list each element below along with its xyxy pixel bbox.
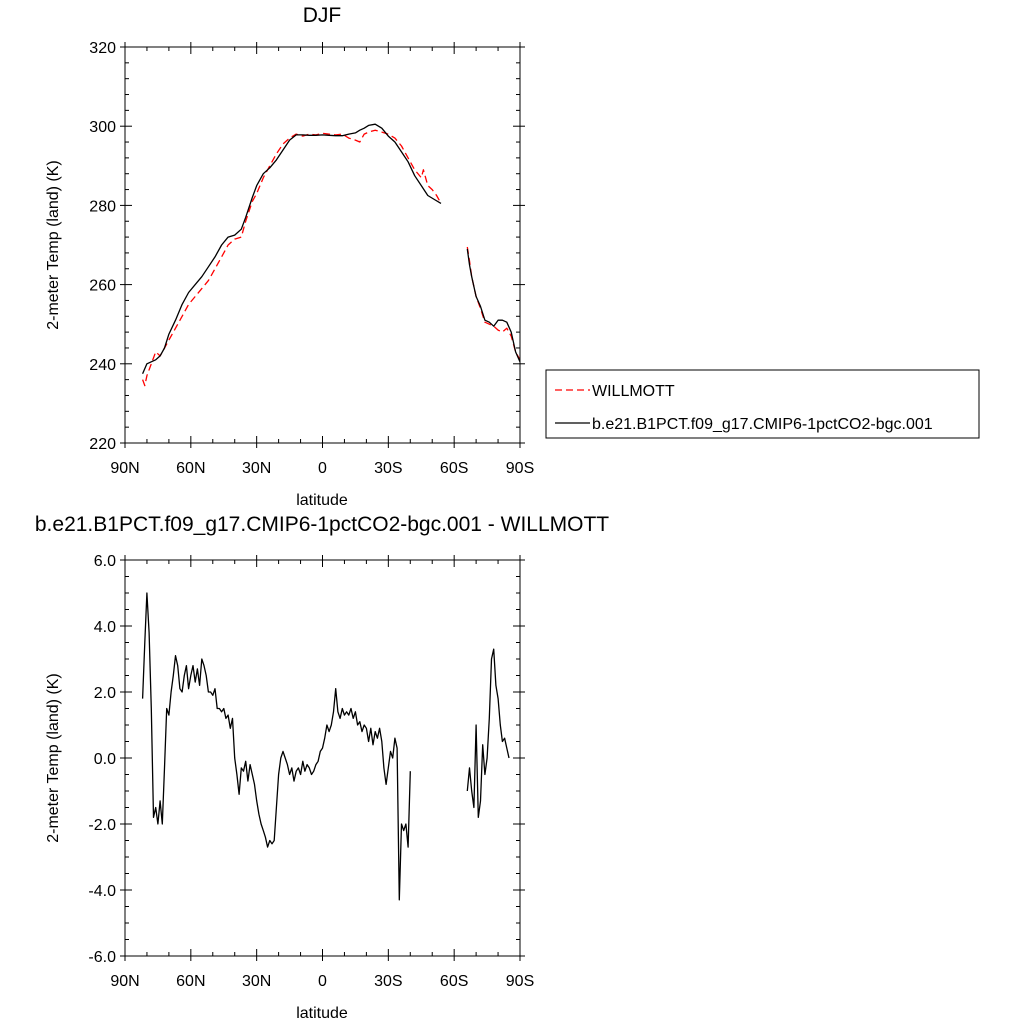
- bottom-chart-lines: [141, 592, 510, 901]
- legend-label-willmott: WILLMOTT: [592, 383, 675, 400]
- top-x-tick-label: 30S: [374, 460, 402, 477]
- bottom-chart-title: b.e21.B1PCT.f09_g17.CMIP6-1pctCO2-bgc.00…: [35, 513, 609, 536]
- bottom-y-tick-label: 2.0: [94, 685, 116, 702]
- top-chart-title: DJF: [303, 4, 342, 27]
- bottom-x-tick-label: 90N: [110, 973, 139, 990]
- bottom-x-tick-label: 60N: [176, 973, 205, 990]
- bottom-y-tick-label: -2.0: [88, 817, 116, 834]
- top-y-tick-label: 280: [89, 198, 116, 215]
- bottom-x-axis-label: latitude: [296, 1005, 348, 1022]
- top-y-tick-label: 240: [89, 357, 116, 374]
- top-x-tick-label: 0: [318, 460, 327, 477]
- top-series-0-segment-0: [141, 129, 442, 387]
- legend-box: [545, 369, 980, 439]
- bottom-x-ticks: 90N 60N 30N 0 30S 60S 90S: [110, 555, 534, 990]
- bottom-y-ticks: -6.0 -4.0 -2.0 0.0 2.0 4.0 6.0: [88, 553, 525, 966]
- top-series-1-segment-1: [466, 248, 521, 363]
- bottom-x-tick-label: 90S: [506, 973, 534, 990]
- bottom-y-tick-label: -4.0: [88, 883, 116, 900]
- top-x-tick-label: 60N: [176, 460, 205, 477]
- bottom-series-0-segment-0: [141, 592, 411, 901]
- legend: WILLMOTT b.e21.B1PCT.f09_g17.CMIP6-1pctC…: [545, 369, 980, 439]
- bottom-y-tick-label: 0.0: [94, 751, 116, 768]
- top-chart-lines: [141, 123, 521, 387]
- bottom-series-0-segment-1: [466, 648, 510, 819]
- top-y-tick-label: 300: [89, 119, 116, 136]
- bottom-x-tick-label: 0: [318, 973, 327, 990]
- bottom-y-tick-label: 6.0: [94, 553, 116, 570]
- legend-label-model: b.e21.B1PCT.f09_g17.CMIP6-1pctCO2-bgc.00…: [592, 416, 933, 433]
- top-plot-frame: [124, 46, 521, 444]
- top-y-tick-label: 220: [89, 436, 116, 453]
- top-series-1-segment-0: [142, 123, 442, 374]
- top-x-axis-label: latitude: [296, 492, 348, 509]
- bottom-y-tick-label: -6.0: [88, 949, 116, 966]
- bottom-x-tick-label: 30N: [242, 973, 271, 990]
- top-x-tick-label: 60S: [440, 460, 468, 477]
- top-y-axis-label: 2-meter Temp (land) (K): [45, 160, 62, 330]
- top-x-tick-label: 30N: [242, 460, 271, 477]
- bottom-plot-frame: [124, 559, 521, 957]
- top-y-tick-label: 320: [89, 40, 116, 57]
- bottom-y-tick-label: 4.0: [94, 619, 116, 636]
- bottom-chart: b.e21.B1PCT.f09_g17.CMIP6-1pctCO2-bgc.00…: [35, 513, 609, 1022]
- top-y-tick-label: 260: [89, 278, 116, 295]
- top-series-0-segment-1: [466, 246, 521, 361]
- top-chart: DJF 90N 60N 30N 0 30S 60S 90S 220 240 260 280 300 3…: [45, 4, 534, 509]
- bottom-x-tick-label: 30S: [374, 973, 402, 990]
- top-x-tick-label: 90S: [506, 460, 534, 477]
- top-y-ticks: 220 240 260 280 300 320: [89, 40, 525, 453]
- bottom-x-tick-label: 60S: [440, 973, 468, 990]
- bottom-y-axis-label: 2-meter Temp (land) (K): [45, 673, 62, 843]
- top-x-tick-label: 90N: [110, 460, 139, 477]
- top-x-ticks: 90N 60N 30N 0 30S 60S 90S: [110, 42, 534, 477]
